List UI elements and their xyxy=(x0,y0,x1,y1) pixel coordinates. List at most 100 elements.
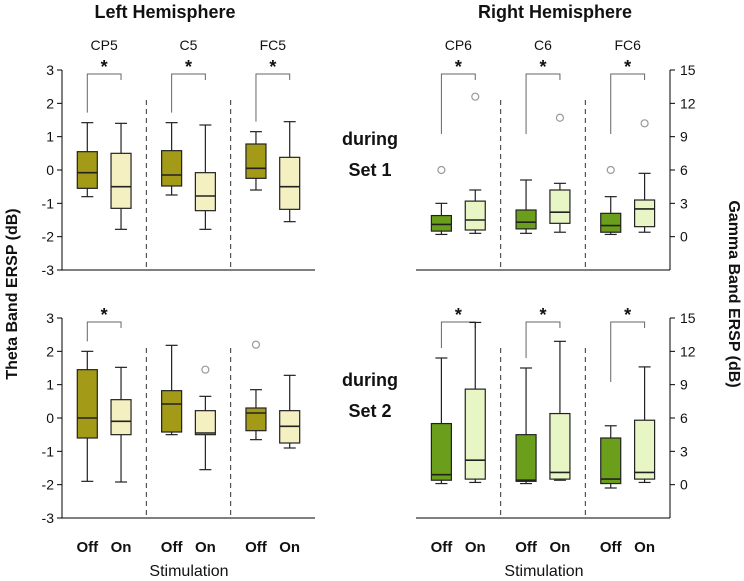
y-tick-label: 2 xyxy=(46,95,54,111)
significance-bracket xyxy=(610,73,646,134)
iqr-box xyxy=(633,419,656,480)
y-tick-label: 0 xyxy=(46,410,54,426)
box-fc6-on xyxy=(633,366,656,484)
significance-bracket xyxy=(86,321,122,342)
y-tick-label: -3 xyxy=(42,510,55,526)
condition-label-on: On xyxy=(465,539,486,556)
box-c5-on xyxy=(194,124,216,230)
channel-label-fc6: FC6 xyxy=(614,37,641,53)
y-tick-label: -1 xyxy=(42,195,55,211)
y-tick-label: 0 xyxy=(46,162,54,178)
significance-marker: * xyxy=(269,57,276,77)
iqr-box xyxy=(76,369,98,439)
plot-panels: -3-2-10123CP5*C5*FC5*03691215CP6*C6*FC6*… xyxy=(42,37,696,556)
iqr-box xyxy=(161,390,183,433)
box-c5-on xyxy=(194,365,216,471)
y-tick-label: -3 xyxy=(42,262,55,278)
y-tick-label: 1 xyxy=(46,129,54,145)
iqr-box xyxy=(430,422,452,481)
box-cp5-off xyxy=(76,350,98,482)
panel-1: 0 3 6 9 12 15 CP6 * C6 * FC6 * xyxy=(416,37,696,271)
iqr-box xyxy=(279,156,301,210)
box-fc5-on xyxy=(279,374,301,449)
significance-bracket xyxy=(525,321,561,358)
title-right-hemisphere: Right Hemisphere xyxy=(478,2,632,22)
outlier-point xyxy=(437,165,446,175)
iqr-box xyxy=(161,150,183,187)
panel-2: -3 -2 -1 0 1 2 3 * Off On Off On Off On xyxy=(42,305,315,556)
condition-label-off: Off xyxy=(76,539,99,556)
box-c5-off xyxy=(161,344,183,436)
iqr-box xyxy=(549,412,571,480)
box-c5-off xyxy=(161,122,183,196)
condition-label-off: Off xyxy=(600,539,623,556)
significance-marker: * xyxy=(539,305,546,325)
condition-label-on: On xyxy=(550,539,571,556)
outlier-point xyxy=(471,92,480,101)
panel-3: 0 3 6 9 12 15 * Off On * Off On * Off On xyxy=(416,305,696,556)
box-fc5-on xyxy=(279,121,301,223)
iqr-box xyxy=(549,189,571,224)
iqr-box xyxy=(194,172,216,212)
outlier-point xyxy=(201,365,210,374)
y-axis-label-theta: Theta Band ERSP (dB) xyxy=(4,208,21,379)
box-fc6-off xyxy=(600,425,622,489)
y-tick-label: 3 xyxy=(680,443,688,459)
box-c6-off xyxy=(515,367,537,485)
y-tick-label: 0 xyxy=(680,229,688,245)
condition-label-off: Off xyxy=(245,539,268,556)
iqr-box xyxy=(600,437,622,485)
outlier-point xyxy=(251,340,261,349)
condition-label-off: Off xyxy=(431,539,454,556)
box-fc5-off xyxy=(245,340,267,441)
significance-bracket xyxy=(86,73,122,113)
iqr-box xyxy=(245,407,267,432)
row-label-set1-line2: Set 1 xyxy=(348,160,391,180)
channel-label-fc5: FC5 xyxy=(260,37,287,53)
iqr-box xyxy=(600,212,622,233)
y-tick-label: -2 xyxy=(42,229,55,245)
condition-label-off: Off xyxy=(161,539,184,556)
x-axis-label-left: Stimulation xyxy=(149,563,228,580)
significance-marker: * xyxy=(624,57,631,77)
iqr-box xyxy=(515,434,537,482)
y-tick-label: 3 xyxy=(680,195,688,211)
box-cp6-off xyxy=(430,165,452,236)
iqr-box xyxy=(464,388,486,480)
y-tick-label: 3 xyxy=(46,310,54,326)
iqr-box xyxy=(245,143,267,179)
box-c6-on xyxy=(549,113,571,233)
y-tick-label: 6 xyxy=(680,410,688,426)
condition-label-on: On xyxy=(195,539,216,556)
row-label-set2-line1: during xyxy=(342,370,398,390)
y-tick-label: 3 xyxy=(46,62,54,78)
outlier-point xyxy=(555,113,565,122)
y-tick-label: -2 xyxy=(42,477,55,493)
iqr-box xyxy=(110,399,132,436)
title-left-hemisphere: Left Hemisphere xyxy=(94,2,235,22)
significance-marker: * xyxy=(624,305,631,325)
iqr-box xyxy=(633,199,656,228)
y-tick-label: 2 xyxy=(46,343,54,359)
iqr-box xyxy=(110,152,132,209)
box-fc6-off xyxy=(600,165,622,236)
channel-label-cp5: CP5 xyxy=(91,37,118,53)
box-fc6-on xyxy=(633,119,656,233)
channel-label-c5: C5 xyxy=(180,37,198,53)
row-label-set2-line2: Set 2 xyxy=(348,401,391,421)
box-c6-off xyxy=(515,179,537,234)
row-label-set1-line1: during xyxy=(342,129,398,149)
significance-marker: * xyxy=(101,57,108,77)
x-axis-label-right: Stimulation xyxy=(504,563,583,580)
condition-label-on: On xyxy=(634,539,655,556)
condition-label-off: Off xyxy=(515,539,538,556)
y-tick-label: 15 xyxy=(680,62,696,78)
iqr-box xyxy=(430,214,452,232)
channel-label-cp6: CP6 xyxy=(445,37,472,53)
box-cp6-off xyxy=(430,357,452,485)
iqr-box xyxy=(76,151,98,189)
significance-bracket xyxy=(440,73,476,134)
y-tick-label: 6 xyxy=(680,162,688,178)
significance-bracket xyxy=(610,321,646,382)
channel-label-c6: C6 xyxy=(534,37,552,53)
